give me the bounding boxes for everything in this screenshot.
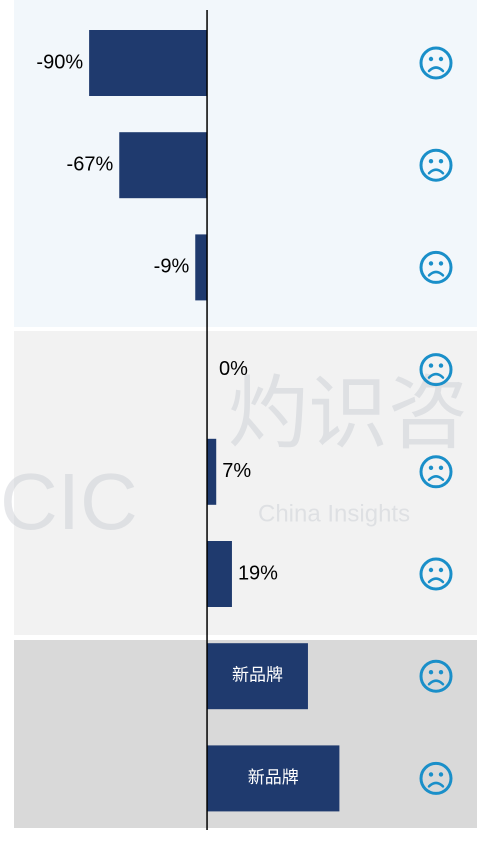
- bar: [207, 541, 232, 607]
- watermark: China Insights: [258, 500, 410, 527]
- face-mouth: [427, 577, 445, 584]
- face-icon: [419, 250, 453, 284]
- bar-inner-label: 新品牌: [232, 666, 283, 686]
- face-icon: [419, 557, 453, 591]
- watermark: CIC: [0, 457, 138, 546]
- face-icon: [419, 455, 453, 489]
- face-mouth: [427, 270, 445, 277]
- bar: [207, 745, 340, 812]
- bar: [119, 132, 208, 199]
- face-mouth: [427, 475, 445, 482]
- face-mouth: [427, 66, 445, 73]
- watermark: 灼识咨: [228, 369, 468, 458]
- face-icon: [419, 659, 453, 693]
- face-mouth: [427, 781, 445, 788]
- face-eye: [428, 465, 434, 470]
- face-eye: [428, 261, 434, 266]
- data-label: -90%: [36, 51, 83, 73]
- face-icon: [419, 353, 453, 387]
- face-eye: [438, 772, 444, 777]
- bar: [207, 438, 217, 505]
- bar: [89, 30, 208, 96]
- face-icon: [419, 148, 453, 182]
- data-label: -9%: [154, 256, 190, 278]
- face-mouth: [427, 168, 445, 175]
- face-eye: [438, 363, 444, 368]
- face-eye: [428, 670, 434, 675]
- face-eye: [428, 772, 434, 777]
- face-mouth: [427, 679, 445, 686]
- face-eye: [438, 159, 444, 164]
- face-eye: [428, 159, 434, 164]
- data-label: 0%: [219, 358, 248, 380]
- data-label: -67%: [67, 153, 114, 175]
- face-eye: [438, 670, 444, 675]
- face-eye: [428, 363, 434, 368]
- face-eye: [428, 567, 434, 573]
- face-icon: [419, 46, 453, 80]
- face-mouth: [427, 372, 445, 379]
- face-icon: [419, 761, 453, 795]
- face-eye: [438, 56, 444, 62]
- face-eye: [428, 56, 434, 62]
- face-eye: [438, 567, 444, 573]
- face-eye: [438, 261, 444, 266]
- bar: [195, 234, 208, 301]
- data-label: 7%: [222, 460, 251, 482]
- band: [14, 331, 477, 635]
- bar: [207, 643, 308, 710]
- bar-inner-label: 新品牌: [248, 768, 299, 788]
- data-label: 19%: [238, 562, 278, 584]
- face-eye: [438, 465, 444, 470]
